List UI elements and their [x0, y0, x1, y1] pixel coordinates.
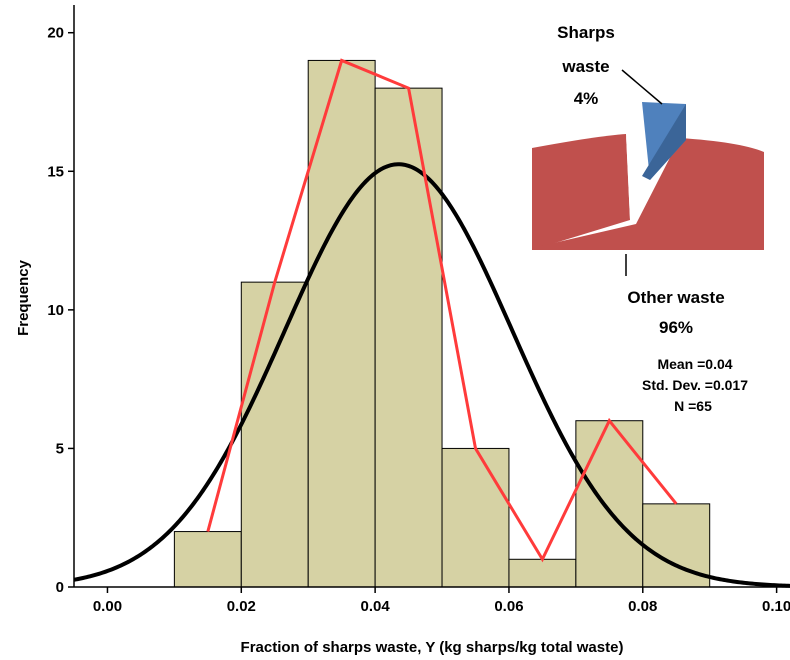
pie-other-waste-top	[532, 134, 630, 250]
x-tick-label: 0.06	[494, 598, 523, 615]
x-tick-label: 0.10	[762, 598, 790, 615]
y-tick-label: 20	[47, 25, 64, 42]
pie-other-waste-slice	[532, 138, 764, 250]
pie-sharps-side	[642, 104, 686, 180]
other-label: Other waste	[627, 288, 724, 307]
histogram-bar-1	[173, 531, 242, 588]
histogram-bar-4	[374, 87, 443, 588]
y-tick-label: 0	[56, 579, 64, 596]
x-tick-label: 0.00	[93, 598, 122, 615]
x-tick-label: 0.02	[227, 598, 256, 615]
normal-curve-layer	[73, 162, 790, 588]
sharps-label-line2: waste	[561, 57, 609, 76]
histogram-bar-6	[508, 558, 577, 588]
stat-n: N =65	[674, 398, 712, 414]
axes-layer: 0 5 10 15 20 0.00 0.02 0.04 0.06 0.08 0.10	[47, 5, 790, 615]
x-tick-label: 0.04	[361, 598, 391, 615]
x-axis-title: Fraction of sharps waste, Y (kg sharps/k…	[241, 639, 624, 656]
pie-gap	[626, 134, 636, 224]
normal-curve	[73, 162, 790, 588]
histogram-bar-5	[441, 447, 510, 588]
stat-mean: Mean =0.04	[657, 356, 732, 372]
sharps-percent-label: 4%	[574, 89, 599, 108]
y-tick-label: 10	[47, 302, 64, 319]
frequency-polygon	[206, 58, 678, 563]
histogram-bar-2	[240, 281, 309, 588]
sharps-leader-line	[621, 69, 663, 105]
sharps-label-line1: Sharps	[557, 23, 615, 42]
frequency-polygon-layer	[206, 58, 678, 563]
other-percent-label: 96%	[659, 318, 693, 337]
x-tick-label: 0.08	[628, 598, 657, 615]
y-tick-label: 5	[56, 440, 64, 457]
histogram-bar-7	[575, 420, 644, 588]
stat-std-dev: Std. Dev. =0.017	[642, 377, 748, 393]
y-tick-label: 15	[47, 163, 64, 180]
inset-pie-chart: Sharps waste 4% Other waste 96%	[532, 8, 782, 353]
y-axis-title: Frequency	[15, 259, 32, 336]
